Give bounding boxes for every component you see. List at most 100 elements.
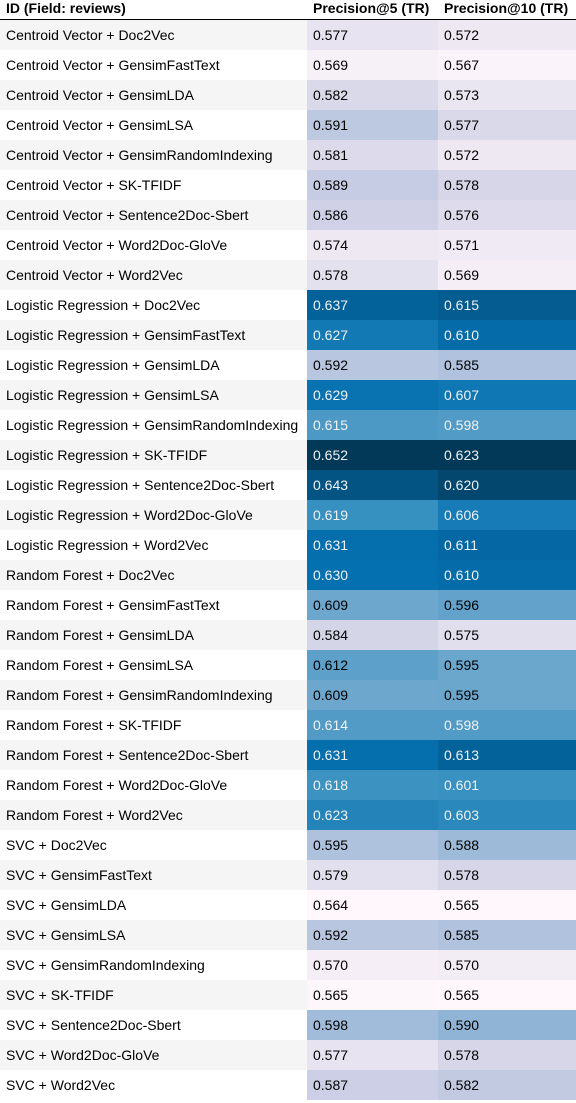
precision-at-5-cell: 0.574: [307, 230, 438, 260]
row-id-cell: Logistic Regression + Sentence2Doc-Sbert: [0, 470, 307, 500]
precision-at-5-cell: 0.631: [307, 740, 438, 770]
precision-at-10-cell: 0.567: [438, 50, 576, 80]
table-row: SVC + Word2Doc-GloVe 0.577 0.578: [0, 1040, 576, 1070]
row-id-cell: Logistic Regression + GensimLSA: [0, 380, 307, 410]
precision-at-5-cell: 0.579: [307, 860, 438, 890]
table-row: Logistic Regression + GensimLSA 0.629 0.60…: [0, 380, 576, 410]
table-row: Centroid Vector + GensimFastText 0.569 0.5…: [0, 50, 576, 80]
precision-at-5-cell: 0.637: [307, 290, 438, 320]
precision-at-5-cell: 0.623: [307, 800, 438, 830]
table-row: SVC + Sentence2Doc-Sbert 0.598 0.590: [0, 1010, 576, 1040]
precision-at-10-cell: 0.571: [438, 230, 576, 260]
precision-at-5-cell: 0.618: [307, 770, 438, 800]
header-row: ID (Field: reviews) Precision@5 (TR) Pre…: [0, 0, 576, 20]
row-id-cell: SVC + GensimLDA: [0, 890, 307, 920]
precision-at-10-cell: 0.585: [438, 350, 576, 380]
row-id-cell: Centroid Vector + GensimLSA: [0, 110, 307, 140]
row-id-cell: Random Forest + Word2Vec: [0, 800, 307, 830]
table-row: Random Forest + GensimLSA 0.612 0.595: [0, 650, 576, 680]
table-row: SVC + GensimLSA 0.592 0.585: [0, 920, 576, 950]
table-row: Logistic Regression + Word2Doc-GloVe 0.61…: [0, 500, 576, 530]
row-id-cell: Random Forest + Doc2Vec: [0, 560, 307, 590]
precision-at-5-cell: 0.564: [307, 890, 438, 920]
table-row: Logistic Regression + GensimLDA 0.592 0.58…: [0, 350, 576, 380]
table-row: Centroid Vector + Word2Vec 0.578 0.569: [0, 260, 576, 290]
table-row: SVC + GensimFastText 0.579 0.578: [0, 860, 576, 890]
precision-at-5-cell: 0.586: [307, 200, 438, 230]
precision-at-5-cell: 0.615: [307, 410, 438, 440]
precision-at-10-cell: 0.606: [438, 500, 576, 530]
precision-at-5-cell: 0.578: [307, 260, 438, 290]
precision-at-5-cell: 0.629: [307, 380, 438, 410]
precision-at-5-cell: 0.598: [307, 1010, 438, 1040]
precision-at-10-cell: 0.565: [438, 980, 576, 1010]
precision-at-10-cell: 0.620: [438, 470, 576, 500]
table-row: SVC + Word2Vec 0.587 0.582: [0, 1070, 576, 1100]
precision-at-5-cell: 0.609: [307, 590, 438, 620]
table-row: Centroid Vector + Word2Doc-GloVe 0.574 0.5…: [0, 230, 576, 260]
table-row: Random Forest + Word2Doc-GloVe 0.618 0.601: [0, 770, 576, 800]
table-row: Logistic Regression + GensimRandomIndexi…: [0, 410, 576, 440]
precision-at-5-cell: 0.565: [307, 980, 438, 1010]
precision-at-10-cell: 0.588: [438, 830, 576, 860]
precision-at-10-cell: 0.590: [438, 1010, 576, 1040]
row-id-cell: Random Forest + GensimFastText: [0, 590, 307, 620]
precision-at-10-cell: 0.578: [438, 860, 576, 890]
precision-at-5-cell: 0.631: [307, 530, 438, 560]
row-id-cell: Centroid Vector + GensimLDA: [0, 80, 307, 110]
table-row: SVC + Doc2Vec 0.595 0.588: [0, 830, 576, 860]
table-header: ID (Field: reviews) Precision@5 (TR) Pre…: [0, 0, 576, 20]
precision-at-10-cell: 0.582: [438, 1070, 576, 1100]
precision-at-10-cell: 0.610: [438, 560, 576, 590]
precision-at-5-cell: 0.569: [307, 50, 438, 80]
precision-at-10-cell: 0.598: [438, 410, 576, 440]
table-row: Logistic Regression + GensimFastText 0.62…: [0, 320, 576, 350]
precision-at-10-cell: 0.578: [438, 1040, 576, 1070]
table-row: Centroid Vector + Sentence2Doc-Sbert 0.58…: [0, 200, 576, 230]
precision-at-10-cell: 0.611: [438, 530, 576, 560]
header-precision-at-5: Precision@5 (TR): [307, 0, 438, 20]
precision-at-5-cell: 0.612: [307, 650, 438, 680]
table-row: Centroid Vector + GensimLSA 0.591 0.577: [0, 110, 576, 140]
table-row: Random Forest + GensimLDA 0.584 0.575: [0, 620, 576, 650]
table-row: Random Forest + GensimFastText 0.609 0.596: [0, 590, 576, 620]
table-body: Centroid Vector + Doc2Vec 0.577 0.572 Centr…: [0, 19, 576, 1100]
row-id-cell: Centroid Vector + Doc2Vec: [0, 19, 307, 50]
header-id: ID (Field: reviews): [0, 0, 307, 20]
precision-at-5-cell: 0.592: [307, 350, 438, 380]
precision-at-5-cell: 0.570: [307, 950, 438, 980]
row-id-cell: SVC + Word2Doc-GloVe: [0, 1040, 307, 1070]
row-id-cell: Logistic Regression + Doc2Vec: [0, 290, 307, 320]
table-row: Logistic Regression + Sentence2Doc-Sbert…: [0, 470, 576, 500]
row-id-cell: Logistic Regression + GensimRandomIndexi…: [0, 410, 307, 440]
precision-at-5-cell: 0.627: [307, 320, 438, 350]
row-id-cell: Logistic Regression + GensimFastText: [0, 320, 307, 350]
row-id-cell: Centroid Vector + GensimFastText: [0, 50, 307, 80]
precision-at-10-cell: 0.572: [438, 19, 576, 50]
row-id-cell: Random Forest + GensimLSA: [0, 650, 307, 680]
row-id-cell: Logistic Regression + SK-TFIDF: [0, 440, 307, 470]
precision-at-5-cell: 0.652: [307, 440, 438, 470]
table-row: Random Forest + Doc2Vec 0.630 0.610: [0, 560, 576, 590]
precision-at-5-cell: 0.595: [307, 830, 438, 860]
precision-at-10-cell: 0.575: [438, 620, 576, 650]
row-id-cell: Logistic Regression + Word2Doc-GloVe: [0, 500, 307, 530]
precision-at-10-cell: 0.610: [438, 320, 576, 350]
precision-at-5-cell: 0.630: [307, 560, 438, 590]
precision-at-10-cell: 0.578: [438, 170, 576, 200]
table-row: Centroid Vector + SK-TFIDF 0.589 0.578: [0, 170, 576, 200]
table-row: SVC + GensimRandomIndexing 0.570 0.570: [0, 950, 576, 980]
table-row: Random Forest + Word2Vec 0.623 0.603: [0, 800, 576, 830]
precision-at-10-cell: 0.570: [438, 950, 576, 980]
row-id-cell: SVC + GensimRandomIndexing: [0, 950, 307, 980]
precision-at-10-cell: 0.569: [438, 260, 576, 290]
row-id-cell: Random Forest + GensimLDA: [0, 620, 307, 650]
precision-at-10-cell: 0.585: [438, 920, 576, 950]
table-row: Logistic Regression + SK-TFIDF 0.652 0.623: [0, 440, 576, 470]
table-row: SVC + GensimLDA 0.564 0.565: [0, 890, 576, 920]
row-id-cell: SVC + Doc2Vec: [0, 830, 307, 860]
row-id-cell: Logistic Regression + Word2Vec: [0, 530, 307, 560]
precision-at-5-cell: 0.589: [307, 170, 438, 200]
precision-at-5-cell: 0.577: [307, 1040, 438, 1070]
precision-at-10-cell: 0.577: [438, 110, 576, 140]
